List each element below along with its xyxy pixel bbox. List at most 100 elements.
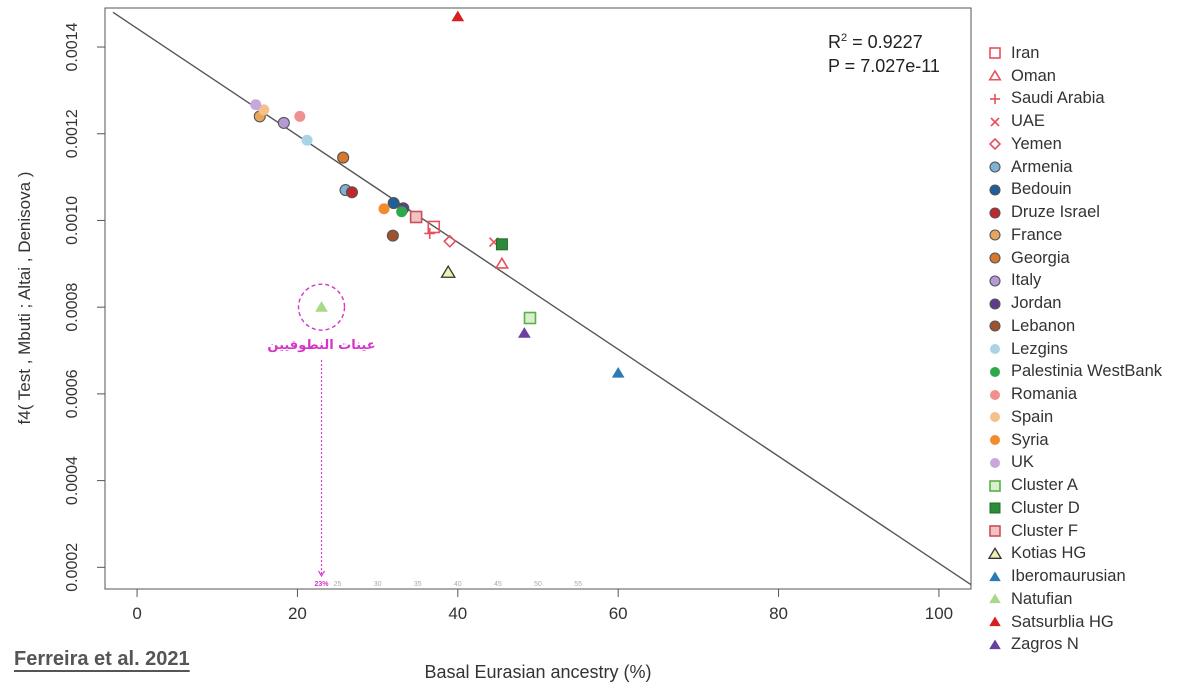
legend-label: Lezgins [1011,339,1068,358]
legend-item: Yemen [985,133,1195,156]
legend-item: Bedouin [985,179,1195,202]
legend-label: Yemen [1011,134,1062,153]
legend-label: Iran [1011,43,1040,62]
legend-marker-icon [985,589,1005,609]
legend-label: Kotias HG [1011,544,1087,563]
legend: Iran Oman Saudi Arabia UAE Yemen Armenia Bedou… [985,42,1195,656]
data-point-georgia [337,151,350,164]
legend-label: Druze Israel [1011,203,1100,222]
legend-label: Armenia [1011,157,1073,176]
legend-item: Syria [985,429,1195,452]
y-tick-label: 0.0012 [64,109,81,158]
legend-marker-icon [985,385,1005,405]
legend-item: Saudi Arabia [985,88,1195,111]
legend-marker-icon [985,612,1005,632]
mini-tick-label: 40 [454,581,462,588]
mini-tick-label: 25 [334,581,342,588]
legend-item: Lezgins [985,338,1195,361]
legend-label: Saudi Arabia [1011,89,1105,108]
legend-label: Bedouin [1011,180,1072,199]
legend-item: Armenia [985,156,1195,179]
y-tick-label: 0.0006 [64,369,81,418]
x-tick-label: 0 [132,604,141,623]
r-squared-text: R2 = 0.9227 [828,32,923,52]
y-tick-label: 0.0010 [64,196,81,245]
legend-marker-icon [985,362,1005,382]
legend-item: Iberomaurusian [985,565,1195,588]
data-point-palestinia-westbank [396,206,408,218]
legend-label: Zagros N [1011,635,1079,654]
legend-marker-icon [985,225,1005,245]
legend-item: Satsurblia HG [985,611,1195,634]
legend-label: UAE [1011,112,1045,131]
data-point-romania [294,110,306,122]
legend-item: Spain [985,406,1195,429]
legend-item: Cluster D [985,497,1195,520]
citation: Ferreira et al. 2021 [14,648,190,670]
legend-label: Iberomaurusian [1011,567,1126,586]
legend-label: Oman [1011,66,1056,85]
legend-label: Cluster A [1011,476,1078,495]
data-point-iran [427,220,441,234]
legend-label: France [1011,225,1063,244]
data-point-lebanon [386,229,399,242]
x-tick-label: 60 [609,604,628,623]
mini-tick-label: 55 [574,581,582,588]
legend-label: Satsurblia HG [1011,612,1114,631]
plot-layer: 0 20 40 60 80 100 0.0002 0.0004 0.0006 0.0008 0.00… [64,10,971,623]
natufian-highlight-circle [297,283,346,331]
data-point-cluster-a [523,311,537,325]
legend-item: Romania [985,383,1195,406]
data-point-lezgins [301,134,313,146]
y-axis-label: f4( Test , Mbuti ; Altai , Denisova ) [15,172,34,425]
legend-item: Oman [985,65,1195,88]
legend-item: Zagros N [985,634,1195,657]
legend-marker-icon [985,635,1005,655]
data-point-cluster-f [409,210,423,224]
data-point-oman [494,256,510,269]
data-point-uk [250,99,262,111]
legend-marker-icon [985,407,1005,427]
x-tick-label: 20 [288,604,307,623]
legend-marker-icon [985,521,1005,541]
data-point-saudi-arabia [424,227,436,239]
legend-label: Italy [1011,271,1042,290]
legend-item: Cluster A [985,474,1195,497]
legend-item: Natufian [985,588,1195,611]
legend-marker-icon [985,316,1005,336]
legend-item: Kotias HG [985,543,1195,566]
legend-item: Lebanon [985,315,1195,338]
arrow-head [317,570,326,578]
data-point-kotias-hg [440,264,456,278]
mini-tick-label: 35 [414,581,422,588]
legend-marker-icon [985,567,1005,587]
legend-marker-icon [985,339,1005,359]
legend-marker-icon [985,498,1005,518]
data-point-spain [258,104,270,116]
data-point-yemen [443,234,457,248]
regression-line [112,11,971,586]
data-point-cluster-d [495,238,508,251]
legend-marker-icon [985,89,1005,109]
legend-item: Georgia [985,247,1195,270]
legend-label: Lebanon [1011,316,1076,335]
legend-marker-icon [985,43,1005,63]
y-tick-label: 0.0008 [64,283,81,332]
data-point-zagros-n [518,327,531,338]
legend-marker-icon [985,430,1005,450]
legend-label: UK [1011,453,1034,472]
mini-tick-label: 23% [314,581,329,588]
stats-box: R2 = 0.9227 P = 7.027e-11 [828,26,940,78]
legend-marker-icon [985,112,1005,132]
legend-marker-icon [985,203,1005,223]
legend-item: Cluster F [985,520,1195,543]
legend-item: Jordan [985,292,1195,315]
legend-marker-icon [985,248,1005,268]
legend-marker-icon [985,180,1005,200]
legend-marker-icon [985,66,1005,86]
p-value-text: P = 7.027e-11 [828,56,940,76]
legend-label: Georgia [1011,248,1070,267]
x-tick-label: 80 [769,604,788,623]
legend-label: Jordan [1011,294,1062,313]
